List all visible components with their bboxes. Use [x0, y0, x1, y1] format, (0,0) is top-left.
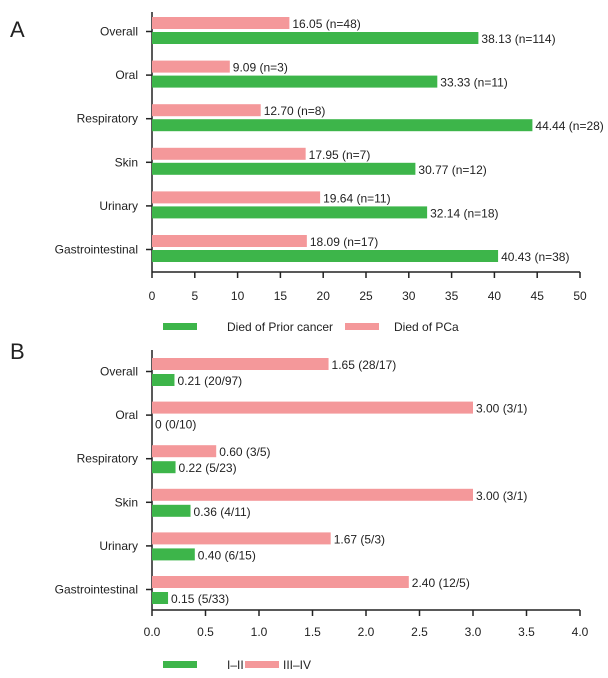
x-tick-label: 3.0: [465, 625, 482, 639]
category-label: Respiratory: [77, 112, 138, 126]
data-label: 0.21 (20/97): [177, 374, 242, 388]
x-tick-label: 0.5: [197, 625, 214, 639]
panel-letter: B: [10, 339, 25, 364]
data-label: 38.13 (n=114): [481, 32, 555, 46]
data-label: 0.22 (5/23): [179, 461, 237, 475]
bar: [152, 374, 175, 386]
data-label: 44.44 (n=28): [535, 119, 603, 133]
x-tick-label: 40: [488, 289, 502, 303]
x-tick-label: 50: [573, 289, 587, 303]
data-label: 17.95 (n=7): [309, 148, 371, 162]
legend-label: I–II: [227, 658, 244, 672]
x-tick-label: 1.0: [251, 625, 268, 639]
bar: [152, 548, 195, 561]
legend-label: III–IV: [283, 658, 311, 672]
category-label: Oral: [115, 408, 138, 422]
data-label: 12.70 (n=8): [264, 104, 326, 118]
data-label: 3.00 (3/1): [476, 489, 527, 503]
category-label: Urinary: [99, 199, 138, 213]
bar: [152, 104, 261, 117]
bar: [152, 358, 329, 370]
x-tick-label: 4.0: [572, 625, 589, 639]
bar: [152, 461, 176, 474]
data-label: 1.65 (28/17): [332, 358, 397, 372]
bar: [152, 191, 321, 204]
data-label: 32.14 (n=18): [430, 206, 498, 220]
bar: [152, 401, 473, 414]
bar: [152, 17, 290, 29]
legend-swatch: [345, 323, 379, 330]
bar: [152, 119, 533, 132]
x-tick-label: 15: [274, 289, 288, 303]
data-label: 0.60 (3/5): [219, 445, 270, 459]
data-label: 2.40 (12/5): [412, 576, 470, 590]
data-label: 40.43 (n=38): [501, 250, 569, 264]
legend-label: Died of PCa: [394, 320, 459, 334]
x-tick-label: 0: [149, 289, 156, 303]
data-label: 0 (0/10): [155, 418, 196, 432]
bar: [152, 592, 169, 604]
x-tick-label: 10: [231, 289, 245, 303]
bar: [152, 75, 438, 88]
data-label: 3.00 (3/1): [476, 402, 527, 416]
bar: [152, 576, 409, 588]
data-label: 16.05 (n=48): [292, 17, 360, 31]
data-label: 33.33 (n=11): [440, 76, 508, 90]
x-tick-label: 2.0: [358, 625, 375, 639]
x-tick-label: 1.5: [304, 625, 321, 639]
legend-swatch: [245, 661, 279, 668]
category-label: Overall: [100, 365, 138, 379]
bar: [152, 60, 230, 73]
bar: [152, 250, 499, 262]
x-tick-label: 2.5: [411, 625, 428, 639]
data-label: 19.64 (n=11): [323, 191, 391, 205]
x-tick-label: 35: [445, 289, 459, 303]
data-label: 9.09 (n=3): [233, 61, 288, 75]
data-label: 0.15 (5/33): [171, 592, 229, 606]
bar: [152, 504, 191, 517]
data-label: 0.36 (4/11): [194, 505, 251, 519]
category-label: Skin: [115, 495, 138, 509]
category-label: Respiratory: [77, 452, 138, 466]
data-label: 18.09 (n=17): [310, 235, 378, 249]
panel-a: A Overall 16.05 (n=48) 38.13 (n=114) Oral 9.0…: [10, 12, 604, 334]
panel-letter: A: [10, 17, 25, 42]
x-tick-label: 45: [531, 289, 545, 303]
bar: [152, 445, 217, 458]
x-tick-label: 5: [191, 289, 198, 303]
bar: [152, 488, 473, 501]
x-tick-label: 25: [359, 289, 373, 303]
x-tick-label: 30: [402, 289, 416, 303]
legend-swatch: [163, 661, 197, 668]
data-label: 1.67 (5/3): [334, 532, 385, 546]
x-tick-label: 0.0: [144, 625, 161, 639]
data-label: 30.77 (n=12): [418, 163, 486, 177]
bar: [152, 235, 307, 247]
bar: [152, 206, 428, 219]
data-label: 0.40 (6/15): [198, 548, 256, 562]
category-label: Skin: [115, 155, 138, 169]
x-tick-label: 20: [317, 289, 331, 303]
bar: [152, 162, 416, 175]
legend-swatch: [163, 323, 197, 330]
category-label: Gastrointestinal: [55, 583, 138, 597]
bar: [152, 147, 306, 160]
category-label: Gastrointestinal: [55, 243, 138, 257]
category-label: Overall: [100, 25, 138, 39]
legend-label: Died of Prior cancer: [227, 320, 333, 334]
bar: [152, 532, 331, 545]
x-tick-label: 3.5: [518, 625, 535, 639]
bar: [152, 32, 479, 44]
category-label: Oral: [115, 68, 138, 82]
category-label: Urinary: [99, 539, 138, 553]
